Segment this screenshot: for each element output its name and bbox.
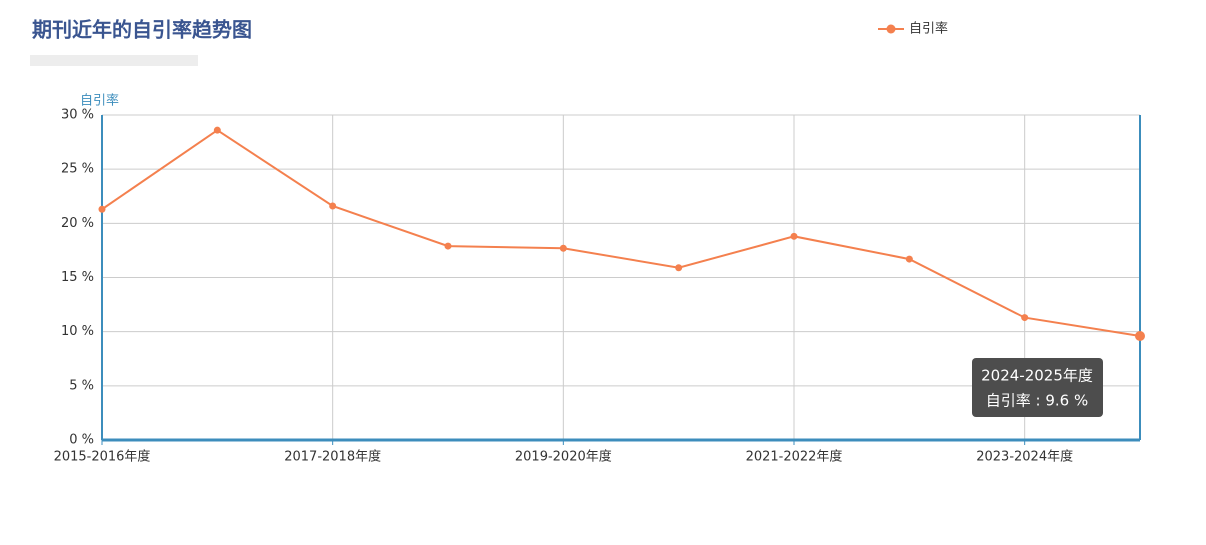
y-tick-label: 30 % — [61, 108, 94, 123]
data-point — [213, 126, 221, 134]
data-point — [1135, 331, 1145, 341]
data-point — [905, 255, 913, 263]
x-tick-label: 2023-2024年度 — [976, 449, 1073, 465]
tooltip-text: 自引率 : 9.6 % — [986, 392, 1088, 410]
blurred-subtitle — [30, 55, 198, 66]
chart-title: 期刊近年的自引率趋势图 — [32, 18, 252, 42]
x-tick-label: 2015-2016年度 — [54, 449, 151, 465]
legend-marker — [886, 24, 896, 34]
data-point — [559, 244, 567, 252]
data-point — [1021, 314, 1029, 322]
data-point — [329, 202, 337, 210]
data-point — [444, 242, 452, 250]
data-point — [675, 264, 683, 272]
y-tick-label: 20 % — [61, 216, 94, 231]
data-point — [98, 205, 106, 213]
y-tick-label: 15 % — [61, 270, 94, 285]
tooltip-box — [972, 358, 1103, 417]
y-tick-label: 5 % — [69, 378, 94, 393]
x-tick-label: 2017-2018年度 — [284, 449, 381, 465]
y-axis-label: 自引率 — [80, 93, 119, 109]
x-tick-label: 2021-2022年度 — [746, 449, 843, 465]
x-tick-label: 2019-2020年度 — [515, 449, 612, 465]
y-tick-label: 0 % — [69, 433, 94, 448]
line-series — [101, 128, 1141, 337]
y-tick-label: 25 % — [61, 162, 94, 177]
data-point — [790, 232, 798, 240]
legend-label: 自引率 — [909, 21, 948, 37]
y-tick-label: 10 % — [61, 324, 94, 339]
tooltip-title: 2024-2025年度 — [981, 367, 1093, 385]
